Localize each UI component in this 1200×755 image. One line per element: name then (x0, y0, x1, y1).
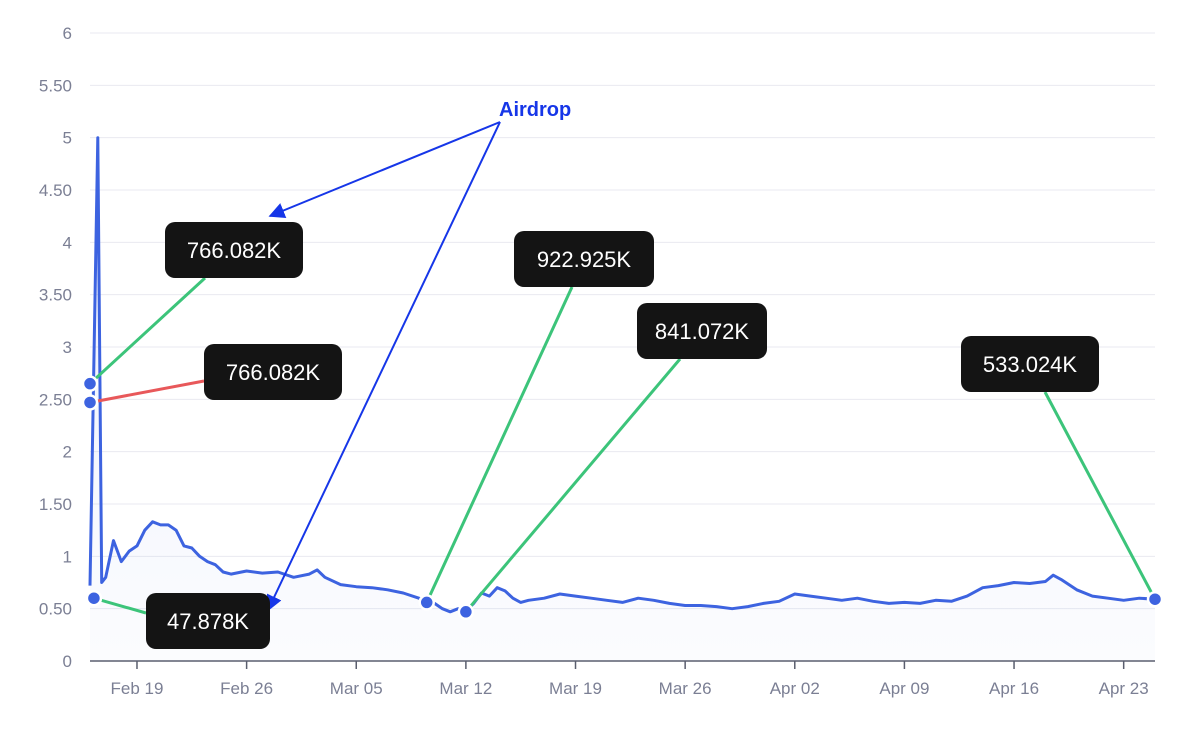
callout: 766.082K (81, 222, 303, 392)
callout-connector (1043, 391, 1157, 600)
callout-connector (93, 596, 147, 615)
x-tick-label: Mar 12 (439, 679, 492, 698)
series-line (88, 136, 1156, 614)
y-tick-label: 2 (63, 443, 72, 462)
airdrop-annotation: Airdrop (266, 99, 571, 612)
callout: 841.072K (457, 303, 767, 621)
y-axis-ticks: 0 0.50 1 1.50 2 2.50 3 3.50 4 4.50 5 5.50 6 (39, 24, 72, 671)
data-point-marker (81, 375, 99, 392)
callout-label: 533.024K (983, 352, 1078, 377)
y-tick-label: 4.50 (39, 181, 72, 200)
y-tick-label: 0 (63, 652, 72, 671)
callout-connector (464, 358, 682, 613)
callout: 533.024K (961, 336, 1164, 608)
y-tick-label: 1.50 (39, 495, 72, 514)
airdrop-label: Airdrop (499, 99, 571, 121)
x-tick-label: Feb 26 (220, 679, 273, 698)
data-point-marker (457, 603, 475, 621)
airdrop-arrow (268, 121, 501, 218)
y-tick-label: 2.50 (39, 390, 72, 409)
y-tick-label: 1 (63, 547, 72, 566)
x-tick-label: Apr 02 (770, 679, 820, 698)
callout-label: 766.082K (226, 360, 321, 385)
data-point-marker (85, 589, 103, 607)
y-tick-label: 3 (63, 338, 72, 357)
callouts: 766.082K 766.082K 47.878K 922.925K 841.072K 5… (81, 222, 1164, 649)
airdrop-arrow (266, 121, 501, 612)
callout-label: 766.082K (187, 238, 282, 263)
callout: 922.925K (418, 231, 654, 611)
data-point-marker (418, 594, 435, 611)
callout-box (637, 303, 767, 359)
callout-box (146, 593, 270, 649)
callout: 47.878K (85, 589, 270, 649)
callout-box (165, 222, 303, 278)
x-tick-label: Mar 19 (549, 679, 602, 698)
x-tick-label: Mar 26 (659, 679, 712, 698)
data-point-marker (1146, 590, 1164, 608)
callout-box (961, 336, 1099, 392)
callout-label: 47.878K (167, 609, 249, 634)
x-tick-label: Feb 19 (111, 679, 164, 698)
y-tick-label: 3.50 (39, 286, 72, 305)
y-tick-label: 5.50 (39, 76, 72, 95)
x-tick-label: Apr 23 (1099, 679, 1149, 698)
callout-connector (89, 379, 205, 404)
y-tick-label: 6 (63, 24, 72, 43)
y-tick-label: 0.50 (39, 600, 72, 619)
x-tick-label: Apr 09 (879, 679, 929, 698)
x-tick-label: Apr 16 (989, 679, 1039, 698)
y-tick-label: 5 (63, 129, 72, 148)
callout-connector (88, 276, 207, 385)
callout-label: 922.925K (537, 247, 632, 272)
y-tick-label: 4 (63, 233, 72, 252)
x-tick-label: Mar 05 (330, 679, 383, 698)
callout-label: 841.072K (655, 319, 750, 344)
callout-connector (425, 286, 574, 604)
callout-box (514, 231, 654, 287)
callout-box (204, 344, 342, 400)
data-point-marker (81, 394, 99, 411)
callout: 766.082K (81, 344, 342, 411)
x-axis-ticks: Feb 19 Feb 26 Mar 05 Mar 12 Mar 19 Mar 26 Apr … (111, 661, 1149, 698)
